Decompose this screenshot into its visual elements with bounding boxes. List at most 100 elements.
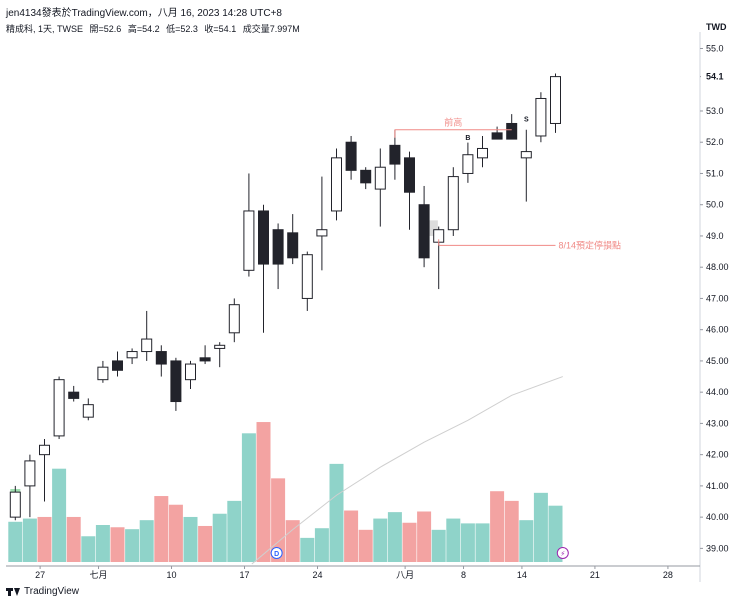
candle-body[interactable] [316, 229, 328, 237]
candle-body[interactable] [185, 363, 196, 381]
time-tick-label: 14 [517, 570, 527, 580]
price-tick-label: 44.00 [706, 387, 729, 397]
volume-bar[interactable] [358, 529, 373, 562]
candle-body[interactable] [258, 210, 269, 265]
candle-body[interactable] [389, 144, 401, 165]
candle-body[interactable] [82, 404, 94, 418]
candle-body[interactable] [550, 76, 561, 124]
candle-body[interactable] [535, 97, 547, 137]
volume-bar[interactable] [168, 504, 183, 562]
buy-marker[interactable]: B [465, 135, 470, 142]
price-tick-label: 48.00 [706, 262, 729, 272]
volume-bar[interactable] [475, 523, 490, 562]
volume-bar[interactable] [52, 468, 67, 562]
candle-body[interactable] [228, 304, 240, 334]
volume-bar[interactable] [125, 529, 140, 562]
event-marker-icon[interactable] [556, 547, 569, 559]
tradingview-logo-icon [6, 587, 20, 596]
candle-body[interactable] [520, 151, 532, 159]
price-tick-label: 40.00 [706, 512, 729, 522]
highlight-box [427, 220, 438, 236]
volume-bar[interactable] [95, 525, 110, 562]
candle-body[interactable] [68, 391, 80, 399]
candle-body[interactable] [462, 154, 474, 174]
candle-body[interactable] [272, 229, 284, 265]
dividend-marker-label: D [274, 551, 279, 558]
volume-bar[interactable] [285, 520, 300, 562]
candle-body[interactable] [360, 169, 372, 184]
volume-bar[interactable] [22, 518, 37, 562]
volume-bar[interactable] [417, 511, 432, 562]
volume-bar[interactable] [460, 523, 475, 562]
candle-body[interactable] [24, 460, 36, 487]
volume-bar[interactable] [183, 516, 198, 562]
volume-bar[interactable] [373, 518, 388, 562]
candle-body[interactable] [491, 132, 503, 140]
candle-body[interactable] [170, 360, 182, 403]
volume-bar[interactable] [344, 510, 359, 562]
legend-high: 高=54.2 [127, 24, 160, 34]
candle-body[interactable] [243, 210, 255, 271]
candle-body[interactable] [126, 351, 138, 359]
volume-bar[interactable] [8, 521, 23, 562]
volume-bar[interactable] [548, 505, 563, 562]
candle-body[interactable] [287, 232, 299, 259]
volume-bar[interactable] [241, 433, 256, 562]
resistance-label: 前高 [444, 117, 462, 128]
candle-body[interactable] [418, 204, 430, 259]
candle-body[interactable] [112, 360, 123, 371]
candle-body[interactable] [97, 366, 109, 381]
candle-body[interactable] [374, 166, 386, 190]
dividend-marker-icon[interactable] [270, 547, 283, 559]
volume-bar[interactable] [227, 500, 242, 562]
volume-bar[interactable] [533, 492, 548, 562]
volume-bar[interactable] [271, 478, 286, 562]
candle-body[interactable] [155, 351, 167, 365]
candle-body[interactable] [9, 491, 21, 518]
volume-bar[interactable] [81, 536, 96, 562]
candle-body[interactable] [506, 122, 518, 140]
candle-body[interactable] [141, 338, 153, 353]
volume-bar[interactable] [300, 537, 315, 562]
volume-bar[interactable] [66, 516, 81, 562]
time-tick-label: 17 [240, 570, 250, 580]
volume-bar[interactable] [490, 491, 505, 562]
volume-bar[interactable] [154, 496, 169, 562]
legend-symbol[interactable]: 精成科, 1天, TWSE [6, 24, 84, 34]
volume-bar[interactable] [212, 513, 227, 562]
volume-bar[interactable] [402, 522, 417, 562]
sell-marker[interactable]: S [524, 116, 529, 123]
sell-marker-box [520, 112, 532, 124]
volume-bar[interactable] [519, 520, 534, 562]
candle-body[interactable] [199, 357, 211, 362]
price-tick-label: 50.0 [706, 200, 724, 210]
moving-average-line[interactable] [251, 376, 563, 565]
candle-body[interactable] [477, 147, 488, 159]
volume-bar[interactable] [387, 512, 402, 562]
last-price-badge [701, 69, 731, 84]
candle-body[interactable] [331, 157, 342, 212]
candle-body[interactable] [214, 344, 226, 349]
volume-bar[interactable] [37, 516, 52, 562]
candle-body[interactable] [39, 444, 50, 456]
footer-brand[interactable]: TradingView [6, 586, 79, 597]
volume-bar[interactable] [110, 527, 125, 562]
volume-bar[interactable] [329, 463, 344, 562]
candle-body[interactable] [345, 141, 357, 171]
volume-bar[interactable] [431, 529, 446, 562]
candle-body[interactable] [404, 157, 415, 193]
candle-body[interactable] [53, 379, 65, 437]
last-price-label: 54.1 [706, 72, 724, 82]
candle-body[interactable] [447, 176, 459, 231]
time-tick-label: 27 [35, 570, 45, 580]
currency-label[interactable]: TWD [706, 22, 727, 32]
price-tick-label: 51.0 [706, 168, 724, 178]
volume-bar[interactable] [446, 518, 461, 562]
volume-bar[interactable] [256, 422, 271, 562]
volume-bar[interactable] [139, 520, 154, 562]
volume-bar[interactable] [504, 500, 519, 562]
volume-bar[interactable] [198, 525, 213, 562]
volume-bar[interactable] [314, 528, 329, 562]
candle-body[interactable] [301, 254, 313, 299]
